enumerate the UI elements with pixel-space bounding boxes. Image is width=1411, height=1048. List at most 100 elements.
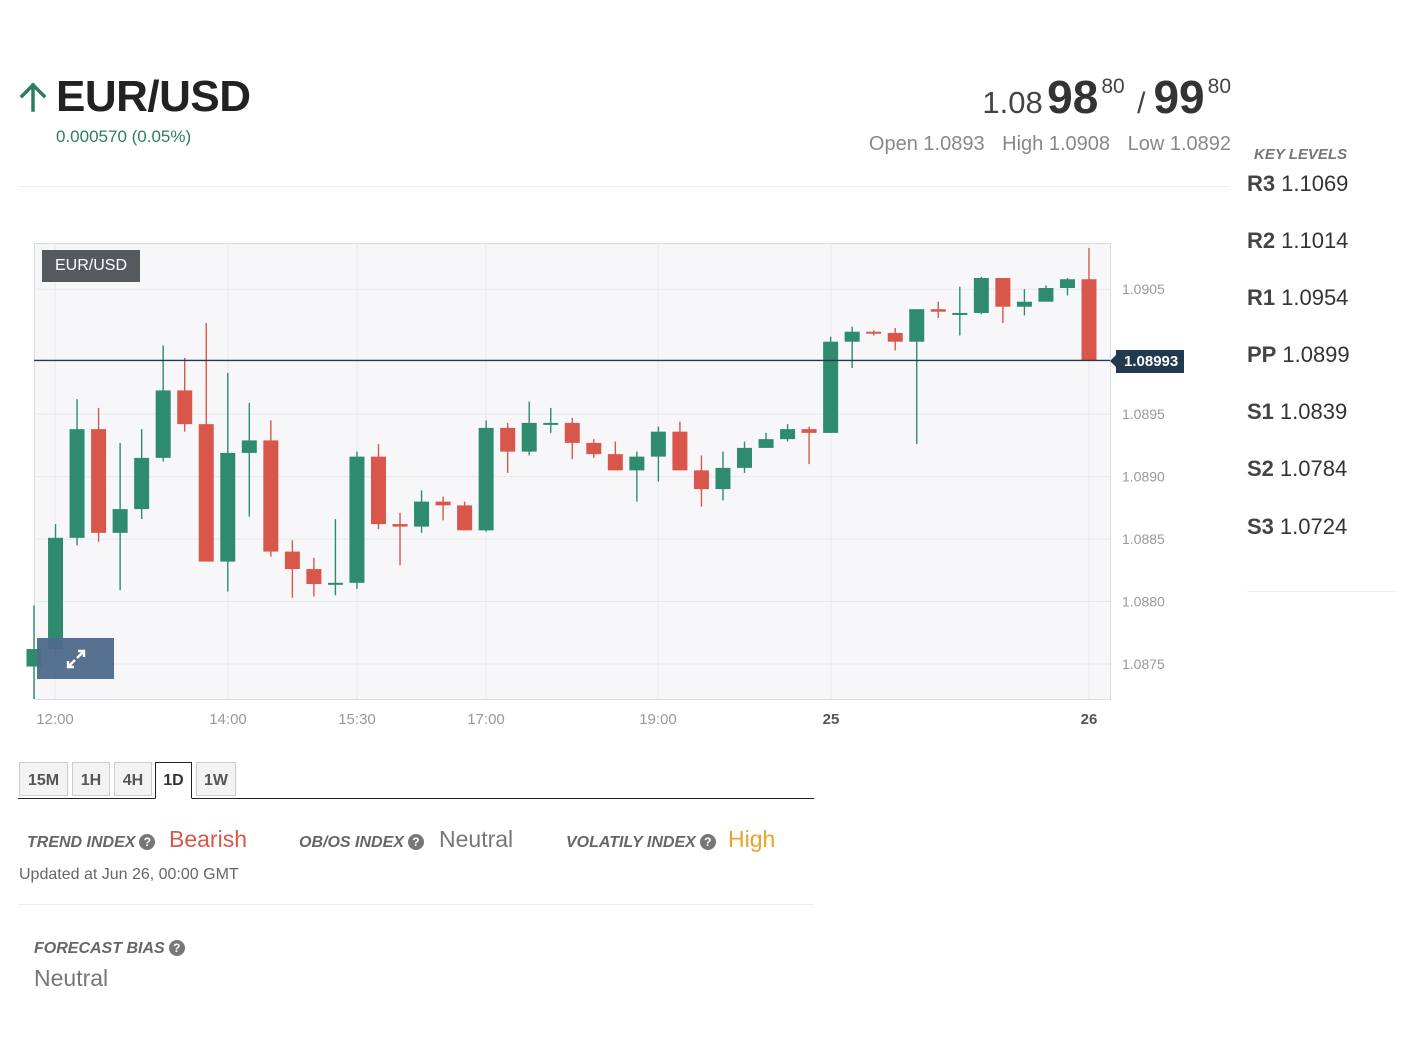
trend-index-label: TREND INDEX? <box>27 834 156 852</box>
expand-chart-button[interactable] <box>37 638 114 679</box>
key-level-name: S3 <box>1247 514 1274 539</box>
key-level-s3: S3 1.0724 <box>1247 514 1347 540</box>
key-level-pp: PP 1.0899 <box>1247 342 1350 368</box>
x-tick-label: 17:00 <box>467 711 505 728</box>
chart-x-axis: 12:00 14:00 15:30 17:00 19:00 25 26 <box>36 711 1097 728</box>
candle-body <box>930 309 946 312</box>
candle-body <box>586 442 602 455</box>
key-level-value: 1.0724 <box>1279 514 1348 539</box>
y-tick-label: 1.0875 <box>1122 656 1165 672</box>
expand-icon <box>66 649 85 668</box>
price-change: 0.000570 (0.05%) <box>56 127 192 146</box>
bid-big-figure: 98 <box>1047 71 1099 123</box>
candle-body <box>1038 287 1054 302</box>
key-level-s1: S1 1.0839 <box>1247 399 1347 425</box>
tab-4h[interactable]: 4H <box>114 762 152 796</box>
candle-body <box>715 467 731 490</box>
candle-body <box>177 390 193 425</box>
y-tick-label: 1.0880 <box>1122 594 1165 610</box>
forecast-bias-label-text: FORECAST BIAS <box>34 940 165 957</box>
bid-ask-quote: 1.08 98 80 /99 80 <box>982 70 1231 124</box>
candle-body <box>672 431 688 471</box>
candle-body <box>973 277 989 313</box>
tab-1d[interactable]: 1D <box>155 762 192 799</box>
key-level-r3: R3 1.1069 <box>1247 171 1348 197</box>
key-level-value: 1.1014 <box>1281 228 1349 253</box>
x-tick-label: 19:00 <box>639 711 677 728</box>
x-tick-label: 14:00 <box>209 711 247 728</box>
candle-body <box>952 312 968 315</box>
candle-body <box>543 422 559 425</box>
key-level-value: 1.0784 <box>1279 456 1348 481</box>
key-level-name: S2 <box>1247 456 1274 481</box>
candle-body <box>69 429 85 538</box>
candle-body <box>737 447 753 468</box>
key-level-s2: S2 1.0784 <box>1247 456 1347 482</box>
indices-divider <box>18 904 814 905</box>
candle-body <box>48 537 64 650</box>
candle-body <box>349 456 365 583</box>
ask-big-figure: 99 <box>1153 71 1205 123</box>
candle-body <box>607 454 623 471</box>
candle-body <box>780 429 796 440</box>
key-level-value: 1.0954 <box>1281 285 1349 310</box>
candle-body <box>392 524 408 527</box>
key-level-value: 1.0899 <box>1282 342 1350 367</box>
low-value: Low 1.0892 <box>1127 133 1231 155</box>
y-tick-label: 1.0890 <box>1122 469 1165 485</box>
current-price-tag: 1.08993 <box>1109 350 1185 373</box>
candle-body <box>478 427 494 531</box>
bid-prefix: 1.08 <box>982 85 1043 120</box>
candlestick-chart[interactable]: 1.0875 1.0880 1.0885 1.0890 1.0895 1.0905 12:… <box>0 230 1200 740</box>
candle-body <box>564 422 580 443</box>
ask-pip: 80 <box>1207 75 1231 98</box>
x-tick-label: 15:30 <box>338 711 376 728</box>
question-circle-icon[interactable]: ? <box>139 834 156 850</box>
candle-body <box>1059 279 1075 288</box>
key-level-name: R2 <box>1247 228 1276 253</box>
question-circle-icon[interactable]: ? <box>699 834 716 850</box>
candle-body <box>284 551 300 570</box>
key-level-name: R3 <box>1247 171 1276 196</box>
candle-body <box>435 501 451 506</box>
candle-body <box>1081 279 1097 361</box>
bid-pip: 80 <box>1101 75 1125 98</box>
candle-body <box>306 569 322 585</box>
tab-1w[interactable]: 1W <box>196 762 236 796</box>
candle-body <box>629 456 645 471</box>
open-value: Open 1.0893 <box>868 133 985 155</box>
candle-body <box>263 440 279 552</box>
x-tick-label: 25 <box>823 711 840 728</box>
y-tick-label: 1.0905 <box>1122 281 1165 297</box>
tab-1h[interactable]: 1H <box>72 762 110 796</box>
key-level-name: R1 <box>1247 285 1276 310</box>
trend-index-value: Bearish <box>169 826 247 852</box>
arrow-up-icon <box>19 82 47 112</box>
candle-body <box>198 424 214 562</box>
question-circle-icon[interactable]: ? <box>407 834 424 850</box>
candle-body <box>887 332 903 342</box>
candle-body <box>521 422 537 452</box>
quote-separator: / <box>1137 87 1146 120</box>
key-level-value: 1.1069 <box>1281 171 1349 196</box>
volatility-index-label: VOLATILY INDEX? <box>566 834 716 852</box>
candle-body <box>457 505 473 531</box>
key-level-r1: R1 1.0954 <box>1247 285 1348 311</box>
tab-15m[interactable]: 15M <box>19 762 68 796</box>
chart-candles <box>26 247 1097 699</box>
candle-body <box>758 439 774 448</box>
candle-body <box>1016 301 1032 307</box>
candle-body <box>370 456 386 525</box>
candle-body <box>909 309 925 342</box>
header-divider <box>18 186 1230 187</box>
candle-body <box>134 457 150 510</box>
y-tick-label: 1.0895 <box>1122 406 1165 422</box>
chart-symbol-label: EUR/USD <box>42 250 140 282</box>
candle-body <box>650 431 666 457</box>
forecast-bias-label: FORECAST BIAS? <box>34 940 185 958</box>
key-levels-divider <box>1247 591 1395 592</box>
candle-body <box>801 429 817 433</box>
question-circle-icon[interactable]: ? <box>168 940 185 956</box>
candle-body <box>866 331 882 334</box>
chart-y-axis: 1.0875 1.0880 1.0885 1.0890 1.0895 1.0905 <box>1122 281 1165 672</box>
